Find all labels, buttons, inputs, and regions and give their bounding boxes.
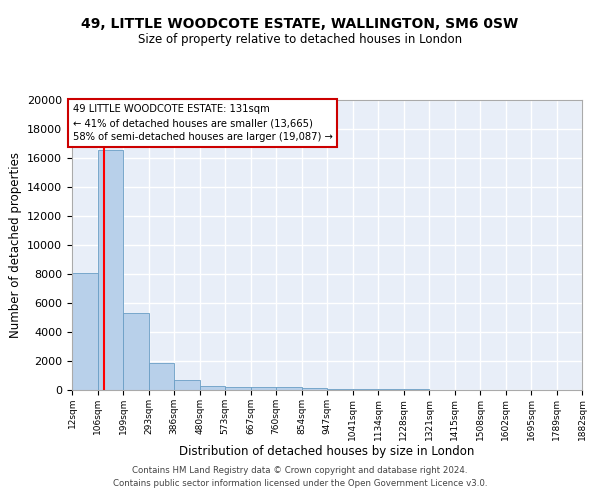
Y-axis label: Number of detached properties: Number of detached properties <box>8 152 22 338</box>
Bar <box>149 363 174 390</box>
Bar <box>72 274 98 390</box>
Bar <box>123 313 149 390</box>
Bar <box>200 386 225 390</box>
Bar <box>353 389 378 390</box>
Bar <box>327 388 353 390</box>
Bar <box>276 387 302 390</box>
Bar <box>225 387 251 390</box>
Bar <box>98 150 123 390</box>
Bar <box>302 388 327 390</box>
X-axis label: Distribution of detached houses by size in London: Distribution of detached houses by size … <box>179 446 475 458</box>
Bar <box>174 380 200 390</box>
Text: 49 LITTLE WOODCOTE ESTATE: 131sqm
← 41% of detached houses are smaller (13,665)
: 49 LITTLE WOODCOTE ESTATE: 131sqm ← 41% … <box>73 104 332 142</box>
Text: 49, LITTLE WOODCOTE ESTATE, WALLINGTON, SM6 0SW: 49, LITTLE WOODCOTE ESTATE, WALLINGTON, … <box>82 18 518 32</box>
Text: Size of property relative to detached houses in London: Size of property relative to detached ho… <box>138 32 462 46</box>
Text: Contains HM Land Registry data © Crown copyright and database right 2024.
Contai: Contains HM Land Registry data © Crown c… <box>113 466 487 487</box>
Bar <box>251 387 276 390</box>
